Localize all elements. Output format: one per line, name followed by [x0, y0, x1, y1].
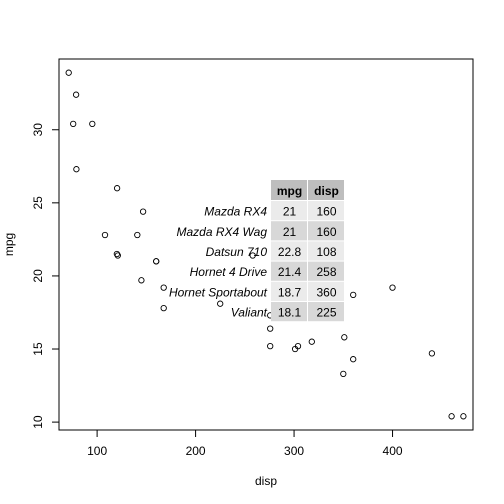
table-header-cell: [271, 180, 307, 200]
x-tick-label: 100: [87, 444, 107, 458]
data-point: [350, 291, 357, 299]
table-header-label: mpg: [277, 184, 302, 198]
table-cell-mpg: 21: [283, 205, 297, 219]
y-axis: 10 15 20 25 30: [31, 123, 60, 429]
table-cell-bg: [271, 201, 307, 221]
data-point: [341, 334, 348, 341]
points-layer: [65, 69, 467, 420]
data-point: [389, 284, 396, 291]
table-row-name: Valiant: [231, 306, 268, 320]
data-point: [267, 325, 274, 332]
data-point: [153, 258, 160, 265]
data-point: [350, 356, 357, 363]
data-point: [139, 208, 147, 215]
y-tick-label: 15: [31, 342, 45, 356]
table-row-name: Hornet 4 Drive: [190, 265, 268, 279]
table-cell-mpg: 18.7: [278, 285, 302, 299]
data-point: [217, 300, 224, 307]
table-cell-disp: 258: [316, 265, 336, 279]
table-cell-bg: [271, 302, 307, 322]
data-point: [249, 252, 256, 259]
table-header-cell: [308, 180, 344, 200]
data-point: [448, 413, 455, 420]
table-cell-mpg: 22.8: [278, 245, 302, 259]
table-cell-bg: [308, 241, 344, 261]
data-table: mpg disp Mazda RX4 21 160 Mazda RX4 Wag 21 160 D…: [169, 180, 344, 322]
table-cell-bg: [308, 221, 344, 241]
table-row-name: Datsun 710: [206, 245, 268, 259]
table-cell-bg: [308, 281, 344, 301]
table-cell-bg: [308, 261, 344, 281]
x-tick-label: 200: [186, 444, 206, 458]
table-header-label: disp: [314, 184, 339, 198]
data-point: [428, 350, 436, 357]
table-cell-bg: [271, 241, 307, 261]
table-cell-disp: 160: [316, 205, 336, 219]
table-cell-mpg: 21.4: [278, 265, 302, 279]
data-point: [291, 345, 299, 353]
data-point: [267, 342, 274, 350]
y-tick-label: 30: [31, 123, 45, 137]
data-point: [138, 277, 145, 284]
data-point: [70, 120, 77, 128]
table-cell-disp: 108: [316, 245, 336, 259]
table-row-name: Mazda RX4 Wag: [177, 225, 268, 239]
data-point: [114, 252, 121, 259]
x-axis: 100 200 300 400: [87, 429, 403, 458]
x-tick-label: 300: [284, 444, 304, 458]
data-point: [73, 166, 80, 173]
x-axis-label: disp: [255, 474, 277, 488]
x-tick-label: 400: [383, 444, 403, 458]
data-point: [113, 250, 121, 258]
y-tick-label: 20: [31, 269, 45, 283]
data-point: [340, 370, 347, 378]
table-cell-bg: [308, 201, 344, 221]
table-row-name: Hornet Sportabout: [169, 285, 268, 299]
y-tick-label: 10: [31, 415, 45, 429]
data-point: [134, 231, 141, 239]
data-point: [160, 284, 167, 291]
data-point: [460, 413, 467, 420]
data-point: [101, 231, 109, 239]
table-cell-mpg: 21: [283, 225, 297, 239]
table-cell-bg: [308, 302, 344, 322]
table-cell-bg: [271, 281, 307, 301]
table-cell-bg: [271, 221, 307, 241]
y-tick-label: 25: [31, 196, 45, 210]
data-point: [89, 120, 96, 128]
data-point: [113, 185, 121, 192]
table-cell-bg: [271, 261, 307, 281]
table-cell-disp: 225: [316, 306, 336, 320]
data-point: [72, 91, 80, 98]
data-point: [160, 304, 167, 312]
table-cell-mpg: 18.1: [278, 306, 302, 320]
table-cell-disp: 160: [316, 225, 336, 239]
data-point: [308, 338, 315, 345]
table-row-name: Mazda RX4: [204, 205, 267, 219]
table-cell-disp: 360: [316, 285, 336, 299]
data-point: [65, 69, 72, 76]
y-axis-label: mpg: [2, 233, 16, 256]
